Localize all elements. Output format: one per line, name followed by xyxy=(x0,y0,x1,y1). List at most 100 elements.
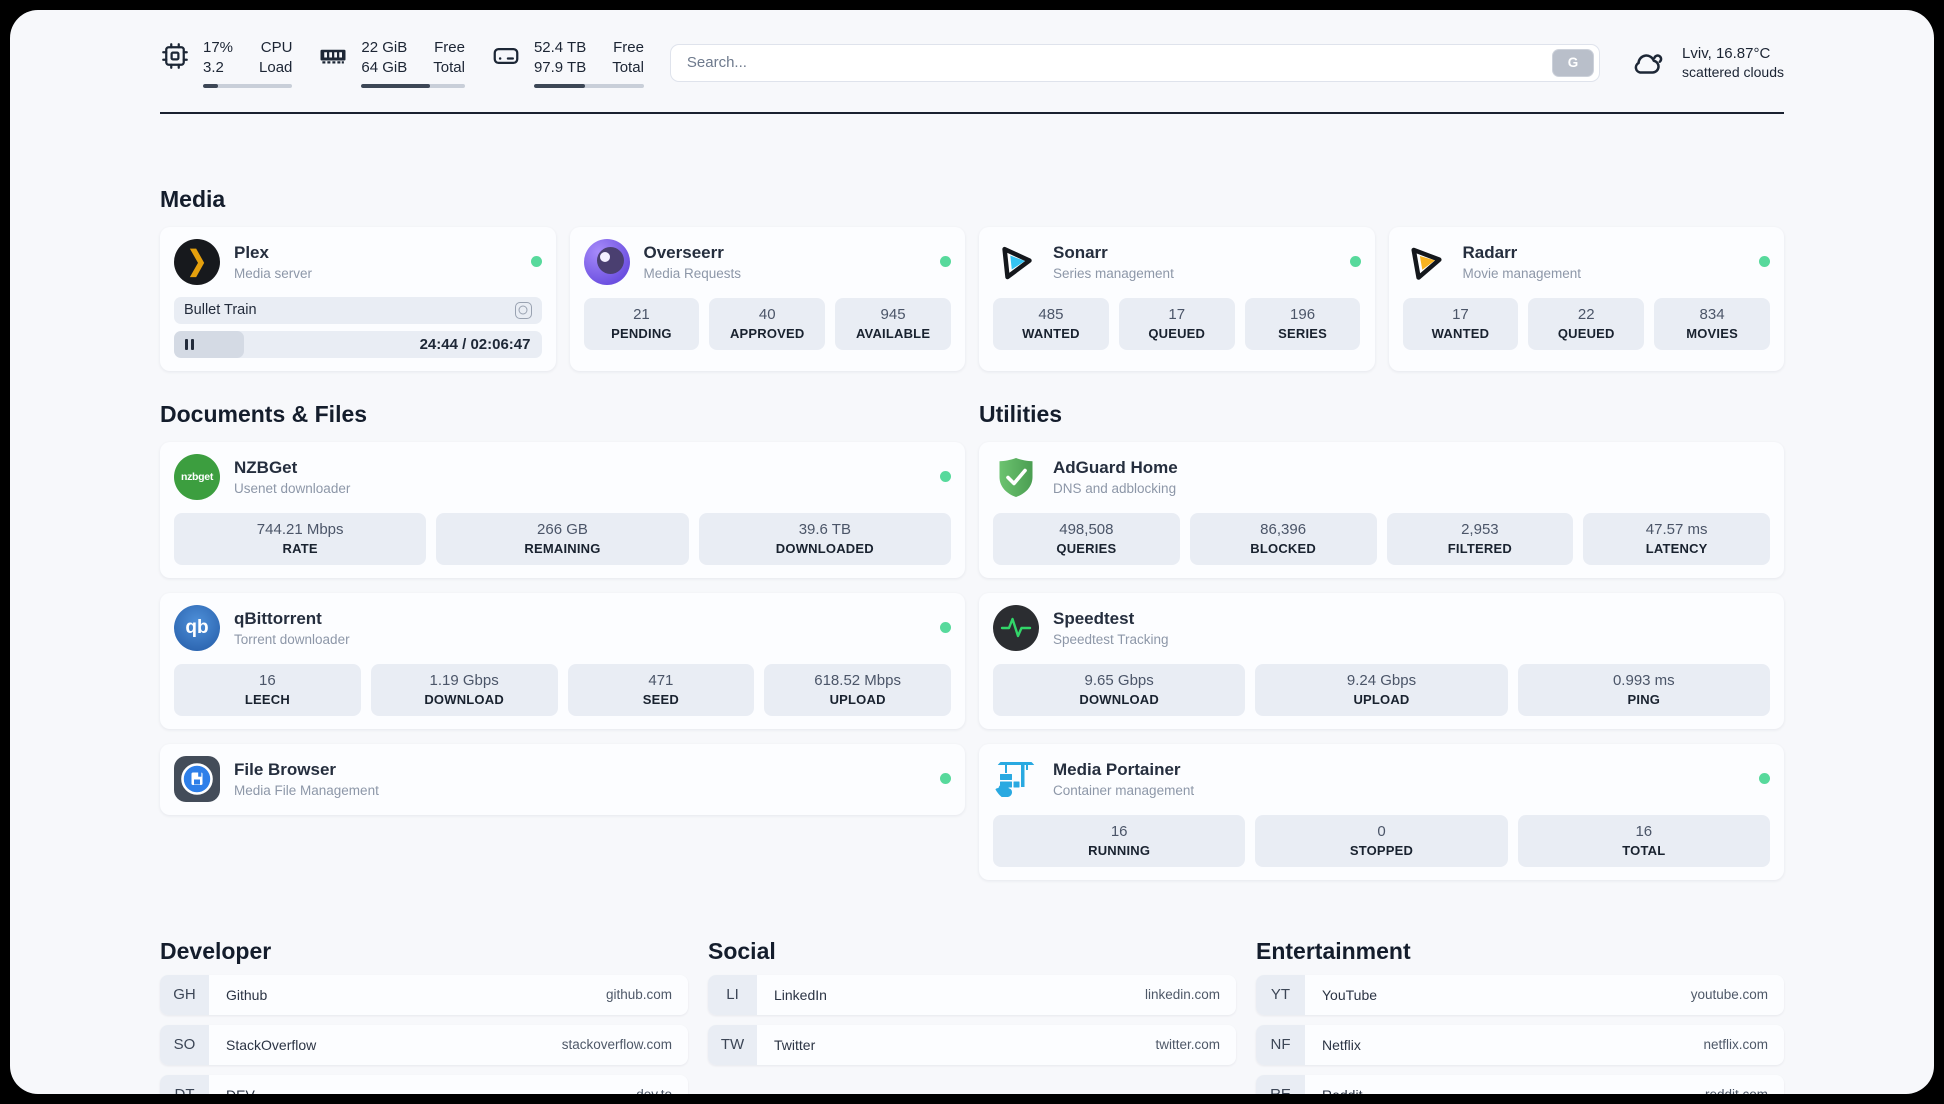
app-subtitle: Series management xyxy=(1053,265,1174,281)
bookmark-name: Twitter xyxy=(774,1036,816,1053)
app-card-plex[interactable]: ❯ Plex Media server Bullet Train 24:44 /… xyxy=(160,226,556,371)
stat-value: 40 xyxy=(758,305,776,323)
stat-label: QUERIES xyxy=(1056,540,1117,556)
stat-label: PING xyxy=(1627,691,1661,707)
app-subtitle: Speedtest Tracking xyxy=(1053,631,1169,647)
stat-box: 266 GB REMAINING xyxy=(436,512,689,565)
app-title: Radarr xyxy=(1462,242,1518,262)
status-online-dot xyxy=(530,256,542,268)
stat-value: 16 xyxy=(1635,822,1653,840)
storage-widget: 52.4 TB 97.9 TB Free Total xyxy=(491,38,644,88)
storage-total-value: 97.9 TB xyxy=(533,58,587,76)
app-card-radarr[interactable]: Radarr Movie management 17 WANTED 22 QUE… xyxy=(1388,226,1784,371)
stat-value: 16 xyxy=(259,671,276,689)
app-title: Overseerr xyxy=(643,242,724,262)
bookmark-abbr: TW xyxy=(708,1024,757,1065)
app-card-portainer[interactable]: Media Portainer Container management 16 … xyxy=(979,743,1784,880)
storage-labels: Free Total xyxy=(612,38,644,78)
bookmark-github[interactable]: GH Github github.com xyxy=(160,974,688,1015)
cpu-label: CPU xyxy=(260,39,293,56)
bookmark-linkedin[interactable]: LI LinkedIn linkedin.com xyxy=(708,974,1236,1015)
playback-time: 24:44 / 02:06:47 xyxy=(419,335,531,353)
app-card-sonarr[interactable]: Sonarr Series management 485 WANTED 17 Q… xyxy=(979,226,1375,371)
bookmark-twitter[interactable]: TW Twitter twitter.com xyxy=(708,1024,1236,1065)
app-card-qbittorrent[interactable]: qb qBittorrent Torrent downloader 16 LEE… xyxy=(160,592,965,729)
memory-labels: Free Total xyxy=(433,38,465,78)
topbar-divider xyxy=(160,111,1784,114)
total-label: Total xyxy=(612,58,644,76)
session-target-icon[interactable] xyxy=(514,301,532,319)
bookmark-dev[interactable]: DT DEV dev.to xyxy=(160,1074,688,1094)
stat-box: 471 SEED xyxy=(567,663,755,716)
section-heading-entertainment: Entertainment xyxy=(1256,937,1411,964)
stat-value: 1.19 Gbps xyxy=(429,671,499,689)
stat-label: LATENCY xyxy=(1645,540,1708,556)
status-online-dot xyxy=(940,622,951,634)
developer-column: Developer GH Github github.com SO StackO… xyxy=(160,938,688,1094)
cpu-widget: 17% 3.2 CPU Load xyxy=(160,38,293,88)
stat-box: 21 PENDING xyxy=(583,297,700,350)
dashboard-page: 17% 3.2 CPU Load xyxy=(10,10,1934,1094)
stat-box: 17 QUEUED xyxy=(1118,297,1235,350)
app-card-overseerr[interactable]: Overseerr Media Requests 21 PENDING 40 A… xyxy=(569,226,965,371)
stat-box: 0 STOPPED xyxy=(1255,814,1508,867)
bookmark-youtube[interactable]: YT YouTube youtube.com xyxy=(1256,974,1784,1015)
app-card-speedtest[interactable]: Speedtest Speedtest Tracking 9.65 Gbps D… xyxy=(979,592,1784,729)
stat-value: 498,508 xyxy=(1059,520,1114,538)
stat-value: 9.24 Gbps xyxy=(1346,671,1417,689)
bookmark-reddit[interactable]: RE Reddit reddit.com xyxy=(1256,1074,1784,1094)
stat-label: DOWNLOAD xyxy=(1079,691,1159,707)
stat-box: 16 TOTAL xyxy=(1517,814,1770,867)
memory-progress-fill xyxy=(361,83,430,88)
status-online-dot xyxy=(1759,773,1770,785)
app-title: Media Portainer xyxy=(1053,759,1181,779)
media-cards-row: ❯ Plex Media server Bullet Train 24:44 /… xyxy=(160,226,1784,371)
cpu-load-value: 3.2 xyxy=(203,58,224,76)
stat-box: 196 SERIES xyxy=(1244,297,1361,350)
app-card-nzbget[interactable]: nzbget NZBGet Usenet downloader 744.21 M… xyxy=(160,441,965,578)
stat-label: WANTED xyxy=(1022,325,1080,341)
filebrowser-icon xyxy=(174,755,220,802)
cpu-progress-track xyxy=(203,83,293,88)
entertainment-column: Entertainment YT YouTube youtube.com NF … xyxy=(1256,938,1784,1094)
stat-label: LEECH xyxy=(244,691,290,707)
google-search-button[interactable]: G xyxy=(1552,48,1595,77)
app-card-adguard[interactable]: AdGuard Home DNS and adblocking 498,508 … xyxy=(979,441,1784,578)
bookmark-abbr: RE xyxy=(1256,1074,1305,1094)
bookmark-url: github.com xyxy=(605,987,672,1003)
stat-box: 47.57 ms LATENCY xyxy=(1583,512,1770,565)
search-bar[interactable]: G xyxy=(669,43,1601,82)
section-heading-social: Social xyxy=(708,937,776,964)
bookmark-netflix[interactable]: NF Netflix netflix.com xyxy=(1256,1024,1784,1065)
stat-box: 834 MOVIES xyxy=(1654,297,1770,350)
app-title: NZBGet xyxy=(234,457,298,477)
app-title: AdGuard Home xyxy=(1053,457,1178,477)
sonarr-icon xyxy=(993,239,1039,285)
bookmark-url: youtube.com xyxy=(1690,987,1768,1003)
status-online-dot xyxy=(1349,256,1361,268)
stat-label: DOWNLOADED xyxy=(775,540,874,556)
stat-value: 17 xyxy=(1452,305,1469,323)
social-column: Social LI LinkedIn linkedin.com TW Twitt… xyxy=(708,938,1236,1065)
stat-value: 834 xyxy=(1699,305,1725,323)
playback-progress-fill xyxy=(174,330,244,358)
search-input[interactable] xyxy=(686,54,1553,72)
stat-label: BLOCKED xyxy=(1250,540,1316,556)
bookmark-abbr: SO xyxy=(160,1024,209,1065)
bookmark-abbr: NF xyxy=(1256,1024,1305,1065)
bookmark-name: DEV xyxy=(226,1087,255,1094)
ram-icon xyxy=(318,41,348,71)
memory-values: 22 GiB 64 GiB xyxy=(361,38,407,78)
app-card-filebrowser[interactable]: File Browser Media File Management xyxy=(160,743,965,815)
bookmark-url: reddit.com xyxy=(1705,1087,1768,1094)
bookmark-url: dev.to xyxy=(636,1087,672,1094)
status-online-dot xyxy=(940,471,951,483)
stat-label: DOWNLOAD xyxy=(424,691,504,707)
total-label: Total xyxy=(433,58,465,76)
app-subtitle: Torrent downloader xyxy=(234,631,350,647)
stat-label: RATE xyxy=(282,540,318,556)
bookmark-stackoverflow[interactable]: SO StackOverflow stackoverflow.com xyxy=(160,1024,688,1065)
bookmark-url: twitter.com xyxy=(1155,1037,1220,1053)
memory-free-value: 22 GiB xyxy=(361,39,408,56)
top-bar: 17% 3.2 CPU Load xyxy=(160,38,1784,88)
